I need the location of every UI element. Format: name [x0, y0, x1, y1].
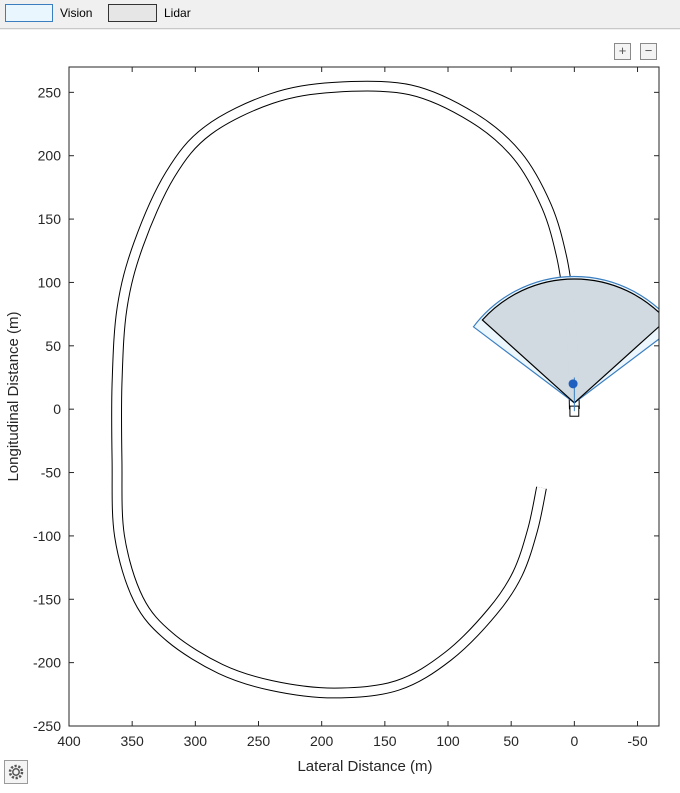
y-tick-label: 200 [38, 148, 62, 164]
chart-canvas: 400 350 300 250 200 150 100 50 0 -50 250 200 150 100 5… [5, 66, 660, 775]
legend-bar: Vision Lidar [0, 0, 680, 29]
ego-position-marker [568, 379, 578, 389]
x-tick-label: -50 [627, 733, 647, 749]
x-tick-label: 250 [247, 733, 271, 749]
plus-icon: + [618, 43, 627, 58]
road-outer-edge [111, 80, 580, 699]
plot-area [111, 80, 659, 699]
settings-button[interactable] [4, 760, 28, 784]
zoom-out-button[interactable]: − [640, 43, 657, 60]
x-tick-label: 350 [120, 733, 144, 749]
sensor-coverage-lidar [481, 278, 659, 404]
legend-label-lidar: Lidar [164, 6, 191, 20]
y-tick-label: -150 [33, 591, 61, 607]
y-axis-label: Longitudinal Distance (m) [5, 311, 22, 481]
y-tick-label: -100 [33, 528, 61, 544]
y-tick-label: 100 [38, 274, 62, 290]
zoom-in-button[interactable]: + [614, 43, 631, 60]
y-tick-label: -200 [33, 655, 61, 671]
y-tick-label: -50 [41, 465, 61, 481]
road-surface [112, 81, 579, 698]
x-tick-label: 0 [570, 733, 578, 749]
lidar-swatch [108, 4, 157, 22]
y-tick-label: 150 [38, 211, 62, 227]
y-tick-label: -250 [33, 718, 61, 734]
x-tick-label: 400 [57, 733, 81, 749]
legend-item-vision[interactable]: Vision [5, 3, 92, 23]
minus-icon: − [644, 43, 653, 58]
y-tick-label: 50 [45, 338, 61, 354]
legend-label-vision: Vision [60, 6, 93, 20]
vision-swatch [5, 4, 53, 22]
x-tick-label: 150 [373, 733, 397, 749]
x-tick-label: 200 [310, 733, 334, 749]
y-tick-label: 0 [53, 401, 61, 417]
gear-icon [8, 764, 24, 780]
axes-box [68, 66, 660, 727]
plot-panel: 400 350 300 250 200 150 100 50 0 -50 250 200 150 100 5… [0, 30, 680, 793]
x-axis-label: Lateral Distance (m) [297, 758, 432, 775]
x-tick-label: 50 [503, 733, 519, 749]
x-tick-label: 300 [184, 733, 208, 749]
y-tick-label: 250 [38, 84, 62, 100]
legend-item-lidar[interactable]: Lidar [108, 3, 191, 23]
x-tick-label: 100 [436, 733, 460, 749]
